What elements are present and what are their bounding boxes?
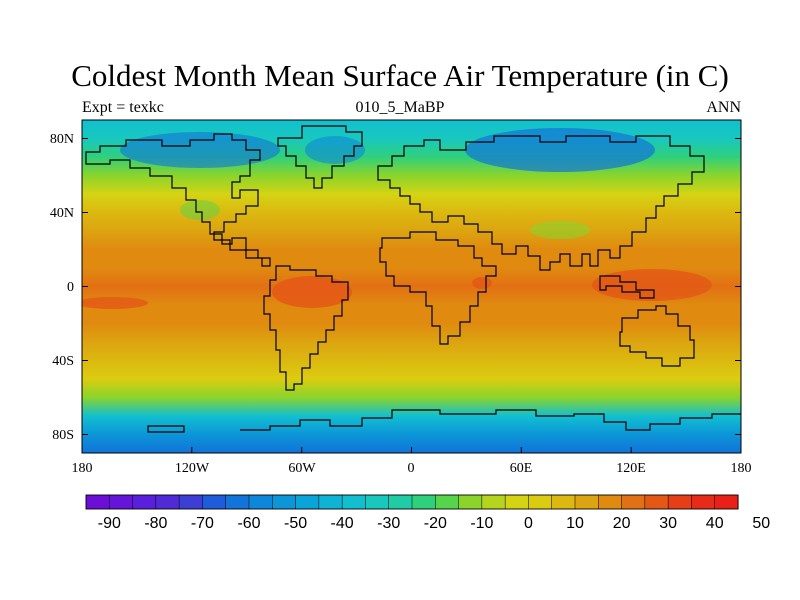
- colorbar-swatch: [109, 494, 134, 510]
- colorbar-swatch: [178, 494, 203, 510]
- colorbar-swatch: [481, 494, 506, 510]
- colorbar-swatch: [691, 494, 716, 510]
- period-label: 010_5_MaBP: [355, 99, 445, 116]
- warm-pool-maritime-continent: [592, 269, 712, 301]
- temperature-anomalies: [82, 128, 712, 309]
- eurasia-outline: [377, 135, 705, 271]
- colorbar-swatch: [248, 494, 273, 510]
- lon-label-180w: 180: [72, 461, 93, 476]
- colorbar-swatch: [621, 494, 646, 510]
- season-label: ANN: [706, 99, 741, 116]
- lat-label-40s: 40S: [52, 354, 74, 369]
- maritime-continent-outline: [599, 275, 655, 299]
- colorbar-swatch: [365, 494, 390, 510]
- colorbar-swatch: [411, 494, 436, 510]
- colorbar-swatch: [667, 494, 692, 510]
- colorbar-swatch: [435, 494, 460, 510]
- cold-spot-greenland: [305, 136, 365, 164]
- latitude-labels: 80N 40N 0 40S 80S: [50, 132, 74, 443]
- warm-pool-amazon: [272, 276, 352, 308]
- lon-label-120w: 120W: [175, 461, 210, 476]
- colorbar-label: -70: [191, 515, 214, 532]
- cold-spot-siberia: [465, 128, 655, 172]
- colorbar-swatch: [202, 494, 227, 510]
- antarctica-outline: [147, 409, 741, 433]
- colorbar-label: 40: [706, 515, 724, 532]
- colorbar-label: 50: [752, 515, 770, 532]
- colorbar-swatch: [272, 494, 297, 510]
- warm-pool-east-pacific: [82, 297, 148, 309]
- cold-spot-canada: [120, 132, 280, 168]
- colorbar-swatch: [574, 494, 599, 510]
- colorbar-swatch: [551, 494, 576, 510]
- colorbar-label: -40: [331, 515, 354, 532]
- colorbar-swatch: [458, 494, 483, 510]
- colorbar-frame: [85, 494, 739, 510]
- africa-outline: [379, 231, 497, 345]
- colorbar-swatch: [598, 494, 623, 510]
- australia-outline: [619, 305, 695, 367]
- map-title: Coldest Month Mean Surface Air Temperatu…: [71, 58, 729, 93]
- greenland-outline: [277, 125, 363, 189]
- colorbar-swatch: [528, 494, 553, 510]
- colorbar-swatch: [225, 494, 250, 510]
- map-plot-area: [82, 120, 741, 453]
- colorbar-swatch: [504, 494, 529, 510]
- axis-tick-marks: [82, 138, 741, 453]
- colorbar-swatch: [644, 494, 669, 510]
- colorbar-label: -30: [377, 515, 400, 532]
- colorbar-label: -90: [98, 515, 121, 532]
- lon-label-60e: 60E: [510, 461, 533, 476]
- cool-spot-tibet: [530, 221, 590, 239]
- colorbar-swatch: [714, 494, 739, 510]
- colorbar-swatch: [341, 494, 366, 510]
- colorbar: -90 -80 -70 -60 -50 -40 -30 -20 -10 0 10…: [85, 494, 771, 532]
- colorbar-swatches: [85, 494, 739, 510]
- colorbar-label: -50: [284, 515, 307, 532]
- colorbar-swatch: [295, 494, 320, 510]
- colorbar-label: 0: [524, 515, 533, 532]
- colorbar-label: -20: [424, 515, 447, 532]
- colorbar-label: -10: [470, 515, 493, 532]
- colorbar-swatch: [85, 494, 110, 510]
- colorbar-swatch: [318, 494, 343, 510]
- longitude-labels: 180 120W 60W 0 60E 120E 180: [72, 461, 752, 476]
- lat-label-80n: 80N: [50, 132, 74, 147]
- warm-spot-africa: [472, 277, 492, 289]
- cool-spot-rockies: [180, 200, 220, 220]
- colorbar-swatch: [155, 494, 180, 510]
- colorbar-swatch: [388, 494, 413, 510]
- colorbar-label: 30: [659, 515, 677, 532]
- colorbar-swatch: [132, 494, 157, 510]
- south-america-outline: [263, 265, 349, 391]
- colorbar-label: 20: [613, 515, 631, 532]
- lat-label-80s: 80S: [52, 428, 74, 443]
- lon-label-60w: 60W: [288, 461, 316, 476]
- lon-label-0: 0: [408, 461, 415, 476]
- lon-label-120e: 120E: [616, 461, 646, 476]
- experiment-label: Expt = texkc: [82, 99, 164, 116]
- colorbar-label: 10: [566, 515, 584, 532]
- colorbar-label: -80: [144, 515, 167, 532]
- north-america-outline: [85, 133, 271, 267]
- colorbar-labels: -90 -80 -70 -60 -50 -40 -30 -20 -10 0 10…: [98, 515, 771, 532]
- lat-label-40n: 40N: [50, 206, 74, 221]
- colorbar-label: -60: [237, 515, 260, 532]
- lon-label-180e: 180: [731, 461, 752, 476]
- lat-label-0: 0: [67, 280, 74, 295]
- continent-outlines: [85, 125, 741, 433]
